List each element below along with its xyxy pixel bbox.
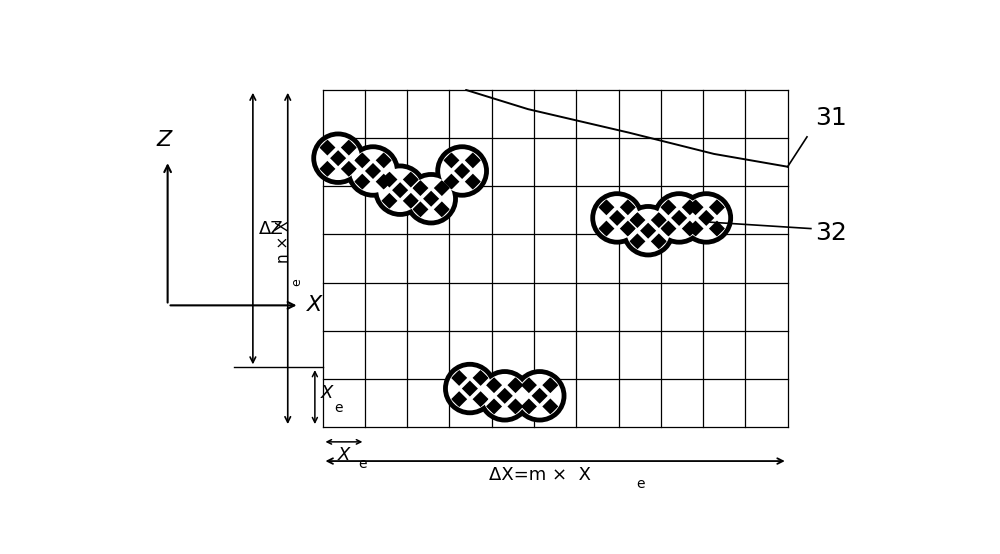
Ellipse shape — [313, 133, 364, 183]
Polygon shape — [443, 152, 459, 168]
Polygon shape — [354, 152, 370, 168]
Ellipse shape — [406, 173, 457, 224]
Ellipse shape — [316, 136, 360, 180]
Polygon shape — [598, 199, 614, 216]
Ellipse shape — [440, 149, 484, 193]
Polygon shape — [462, 381, 478, 397]
Polygon shape — [423, 191, 439, 207]
Ellipse shape — [351, 149, 395, 193]
Polygon shape — [497, 388, 513, 404]
Polygon shape — [651, 233, 667, 249]
Polygon shape — [319, 140, 335, 156]
Polygon shape — [521, 377, 537, 393]
Ellipse shape — [654, 192, 705, 243]
Polygon shape — [341, 140, 357, 156]
Polygon shape — [709, 199, 725, 216]
Polygon shape — [620, 220, 636, 237]
Polygon shape — [671, 210, 687, 226]
Polygon shape — [532, 388, 548, 404]
Text: Z: Z — [156, 130, 171, 150]
Text: ΔZ: ΔZ — [259, 219, 284, 238]
Polygon shape — [682, 199, 698, 216]
Ellipse shape — [437, 146, 488, 197]
Polygon shape — [660, 220, 676, 237]
Polygon shape — [629, 233, 645, 249]
Polygon shape — [687, 220, 704, 237]
Polygon shape — [412, 202, 428, 217]
Text: 31: 31 — [815, 106, 846, 130]
Ellipse shape — [514, 371, 565, 421]
Text: X: X — [307, 295, 322, 315]
Polygon shape — [542, 398, 558, 414]
Polygon shape — [473, 370, 489, 386]
Polygon shape — [354, 173, 370, 189]
Polygon shape — [403, 172, 419, 187]
Polygon shape — [507, 377, 524, 393]
Polygon shape — [521, 398, 537, 414]
Polygon shape — [434, 180, 450, 196]
Polygon shape — [660, 199, 676, 216]
Polygon shape — [376, 173, 392, 189]
Polygon shape — [465, 152, 481, 168]
Polygon shape — [486, 398, 502, 414]
Ellipse shape — [657, 196, 701, 240]
Polygon shape — [687, 199, 704, 216]
Text: e: e — [358, 457, 366, 471]
Ellipse shape — [483, 374, 527, 418]
Text: e: e — [334, 401, 343, 415]
Ellipse shape — [626, 209, 670, 253]
Ellipse shape — [375, 165, 426, 216]
Polygon shape — [609, 210, 625, 226]
Text: e: e — [291, 278, 304, 286]
Ellipse shape — [518, 374, 562, 418]
Polygon shape — [443, 173, 459, 189]
Polygon shape — [473, 391, 489, 407]
Polygon shape — [330, 150, 346, 166]
Text: n × X: n × X — [276, 220, 291, 263]
Polygon shape — [434, 202, 450, 217]
Polygon shape — [392, 182, 408, 198]
Ellipse shape — [684, 196, 728, 240]
Polygon shape — [698, 210, 714, 226]
Polygon shape — [682, 220, 698, 237]
Ellipse shape — [479, 371, 530, 421]
Polygon shape — [598, 220, 614, 237]
Text: e: e — [637, 478, 645, 491]
Ellipse shape — [347, 146, 399, 197]
Text: ΔX=m ×  X: ΔX=m × X — [489, 466, 591, 484]
Polygon shape — [640, 223, 656, 239]
Ellipse shape — [681, 192, 732, 243]
Polygon shape — [486, 377, 502, 393]
Ellipse shape — [592, 192, 643, 243]
Ellipse shape — [444, 363, 495, 414]
Polygon shape — [341, 161, 357, 177]
Polygon shape — [451, 391, 467, 407]
Text: 32: 32 — [815, 221, 847, 245]
Ellipse shape — [595, 196, 639, 240]
Polygon shape — [376, 152, 392, 168]
Polygon shape — [403, 193, 419, 209]
Polygon shape — [542, 377, 558, 393]
Polygon shape — [381, 193, 397, 209]
Polygon shape — [465, 173, 481, 189]
Ellipse shape — [448, 367, 492, 411]
Polygon shape — [454, 163, 470, 179]
Text: X: X — [321, 384, 333, 402]
Polygon shape — [412, 180, 428, 196]
Polygon shape — [365, 163, 381, 179]
Ellipse shape — [623, 206, 674, 256]
Polygon shape — [451, 370, 467, 386]
Ellipse shape — [378, 168, 422, 212]
Text: X: X — [338, 446, 350, 464]
Polygon shape — [620, 199, 636, 216]
Ellipse shape — [409, 177, 453, 220]
Polygon shape — [507, 398, 524, 414]
Polygon shape — [319, 161, 335, 177]
Polygon shape — [651, 212, 667, 228]
Polygon shape — [629, 212, 645, 228]
Polygon shape — [709, 220, 725, 237]
Polygon shape — [381, 172, 397, 187]
